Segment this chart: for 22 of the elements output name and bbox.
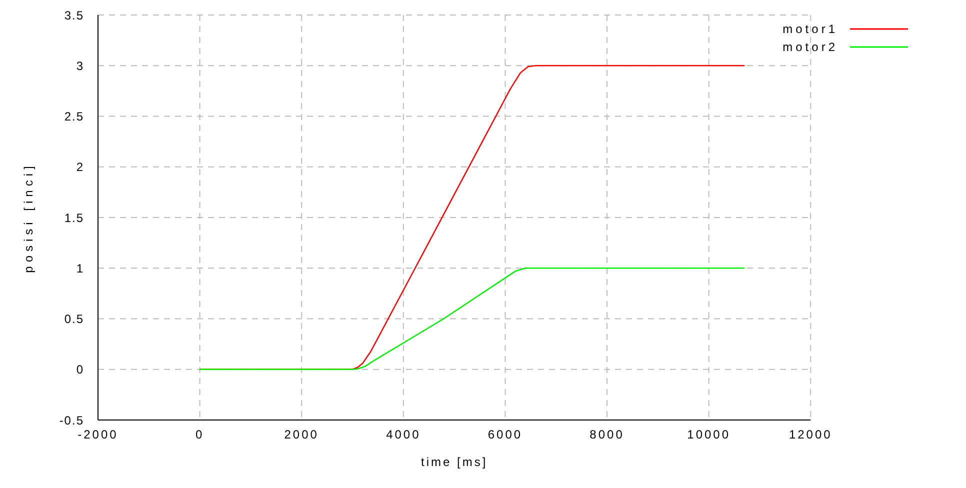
x-tick-label: 6000: [488, 428, 523, 442]
x-tick-label: 4000: [386, 428, 421, 442]
x-tick-label: 8000: [590, 428, 624, 442]
y-tick-label: 1: [76, 261, 84, 276]
y-tick-label: 2: [76, 160, 84, 174]
y-tick-label: -0.5: [59, 413, 84, 428]
x-tick-label: 0: [195, 428, 204, 442]
y-tick-label: 3: [76, 58, 84, 73]
y-tick-label: 2.5: [64, 110, 84, 124]
x-axis-title: time [ms]: [420, 455, 488, 469]
x-tick-label: -2000: [78, 428, 118, 442]
x-tick-label: 10000: [687, 428, 731, 442]
y-axis-title: posisi [inci]: [21, 162, 36, 273]
y-tick-label: 0: [76, 362, 84, 377]
legend-label: motor1: [782, 22, 838, 36]
y-tick-label: 1.5: [64, 210, 84, 225]
line-series: [199, 267, 746, 370]
x-tick-label: 2000: [284, 428, 319, 442]
legend-label: motor2: [782, 40, 838, 54]
x-tick-label: 12000: [788, 428, 832, 442]
y-tick-label: 0.5: [64, 312, 84, 326]
y-tick-label: 3.5: [64, 8, 84, 22]
